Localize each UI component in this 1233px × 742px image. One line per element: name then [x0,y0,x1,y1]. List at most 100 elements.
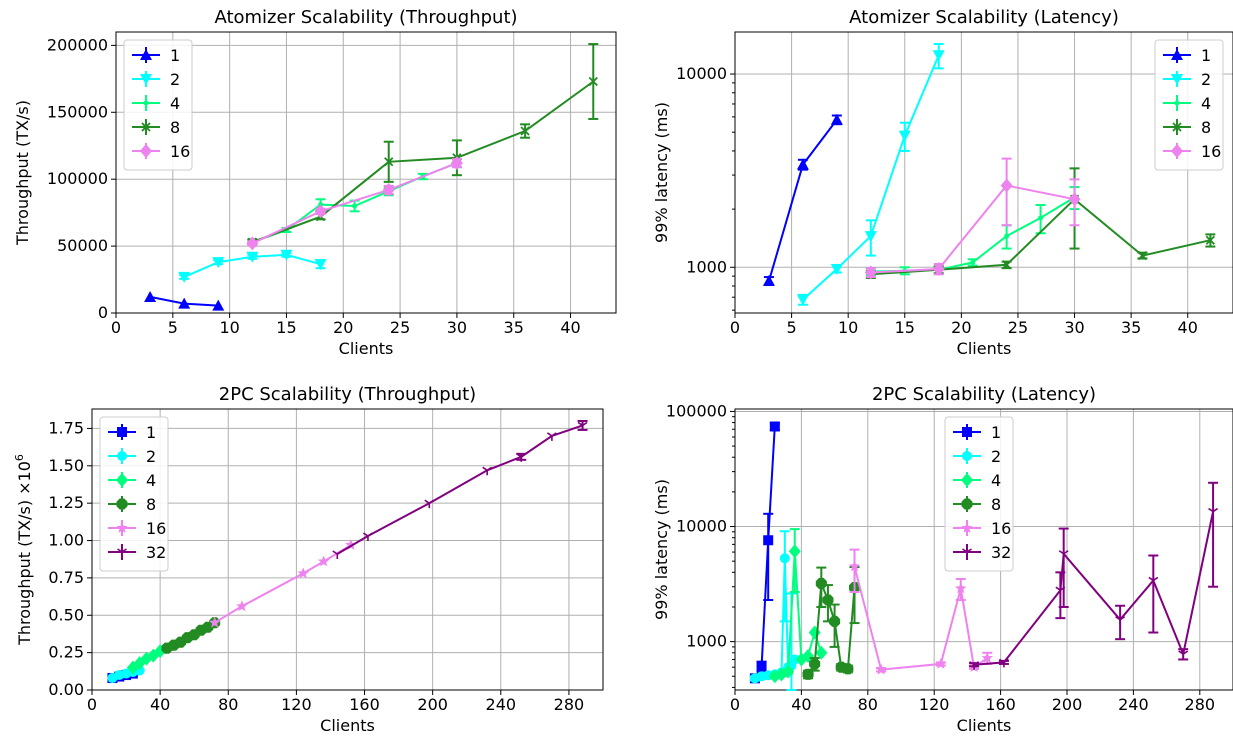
data-point [588,76,598,87]
y-tick-label: 0.75 [48,568,84,587]
data-point [345,539,357,550]
legend-box [123,39,193,171]
x-tick-label: 0 [730,695,740,714]
data-point [178,271,191,283]
legend-label: 16 [1201,142,1221,161]
data-point [212,257,225,269]
data-point [830,113,843,125]
x-tick-label: 280 [554,695,585,714]
legend: 1 2 4 8 16 [1154,39,1224,171]
series-1 [144,290,225,311]
x-axis-label: Clients [957,716,1012,735]
x-tick-label: 40 [560,318,580,337]
legend-label: 4 [1201,94,1211,113]
y-tick-label: 1.75 [48,418,84,437]
data-point [808,625,821,640]
series-1 [749,421,780,684]
legend-marker [1171,74,1183,85]
x-tick-label: 80 [858,695,878,714]
data-point [1178,650,1189,660]
y-tick-label: 0.50 [48,605,84,624]
legend-marker [116,498,128,510]
x-tick-label: 80 [218,695,238,714]
data-point [482,466,493,476]
data-point [796,158,809,170]
series-line [768,119,838,282]
legend-marker [1171,49,1183,60]
x-tick-label: 280 [1185,695,1216,714]
y-axis-label: 99% latency (ms) [652,479,671,620]
series-line [754,426,776,679]
legend-marker [962,427,972,437]
series-line [802,54,940,301]
chart-panel-3: 0 40 80 120 160 200 240 280 0.00 0.25 0.50 0.75 1.00… [13,384,604,735]
data-point [932,261,945,276]
data-point [1038,215,1044,221]
y-axis-label: 99% latency (ms) [652,102,671,243]
plot-frame [734,408,1233,691]
data-point [1208,507,1219,517]
data-point [317,555,330,567]
data-point [829,615,841,627]
x-tick-label: 240 [486,695,517,714]
legend-label: 16 [170,142,190,161]
x-tick-label: 40 [791,695,811,714]
legend-marker [140,144,152,158]
series-line [336,424,583,555]
x-tick-label: 35 [1121,318,1141,337]
x-tick-label: 5 [168,318,178,337]
y-tick-label: 100000 [47,169,108,188]
y-tick-label: 1.00 [48,531,84,550]
x-tick-label: 120 [919,695,950,714]
data-point [246,251,259,263]
chart-title: 2PC Scalability (Latency) [872,384,1096,405]
data-point [842,663,854,675]
data-point [864,265,877,280]
data-point [1004,233,1010,239]
y-tick-label: 1.50 [48,456,84,475]
chart-panel-1: 0 5 10 15 20 25 30 35 40 0 50000 100000 150000 200000… [13,7,617,358]
y-tick-label: 1000 [686,632,727,651]
series-8 [247,43,599,247]
x-tick-label: 10 [838,318,858,337]
legend-marker [117,427,127,437]
x-tick-label: 0 [730,318,740,337]
data-point [314,204,327,219]
y-tick-label: 0 [98,303,108,322]
y-tick-label: 50000 [57,236,108,255]
legend-label: 32 [146,543,166,562]
data-point [1002,260,1012,270]
legend-marker [961,473,973,487]
data-point [782,664,795,679]
series-16 [864,157,1081,280]
data-point [382,182,395,197]
x-tick-label: 30 [447,318,467,337]
data-point [830,263,843,275]
x-axis-label: Clients [320,716,375,735]
data-point [935,657,947,669]
data-point [208,616,221,628]
y-tick-label: 1000 [686,257,727,276]
chart-title: 2PC Scalability (Throughput) [219,384,476,405]
series-line [853,566,988,671]
legend-label: 8 [991,495,1001,514]
x-tick-label: 15 [895,318,915,337]
y-tick-label: 10000 [676,64,727,83]
series-1 [762,113,843,286]
legend-label: 2 [991,447,1001,466]
legend-label: 2 [1201,70,1211,89]
x-tick-label: 0 [111,318,121,337]
data-point [352,203,358,209]
legend-marker [140,49,152,60]
series-16 [208,539,357,628]
series-16 [246,156,463,251]
x-tick-label: 20 [333,318,353,337]
legend: 1 2 4 8 16 32 [944,416,1014,572]
chart-title: Atomizer Scalability (Latency) [849,7,1119,28]
data-point [802,649,815,664]
legend-label: 2 [170,70,180,89]
legend-marker [1172,122,1182,132]
legend: 1 2 4 8 16 [123,39,193,171]
x-tick-label: 30 [1064,318,1084,337]
